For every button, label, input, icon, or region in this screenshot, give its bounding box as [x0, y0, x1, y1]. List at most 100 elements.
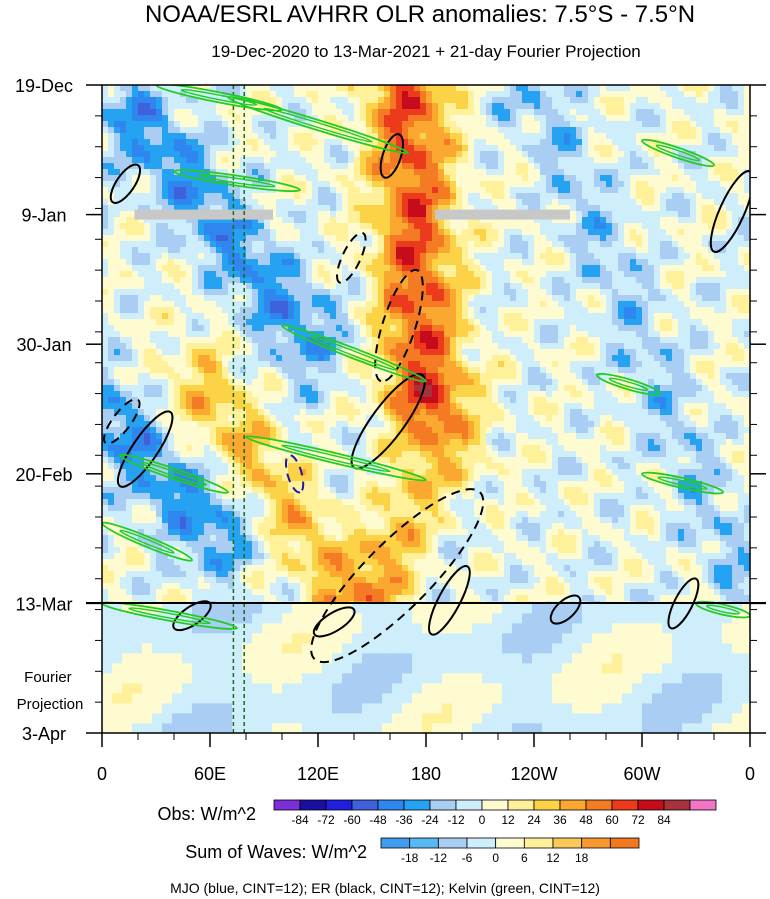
olr-cell: [384, 295, 391, 302]
olr-cell: [318, 301, 325, 308]
olr-cell: [294, 307, 301, 314]
olr-cell: [450, 325, 457, 332]
olr-cell: [204, 241, 211, 248]
olr-cell: [396, 253, 403, 260]
olr-cell: [132, 187, 139, 194]
olr-cell: [486, 97, 493, 104]
olr-cell: [198, 325, 205, 332]
olr-cell: [510, 223, 517, 230]
olr-cell: [702, 229, 709, 236]
olr-cell: [366, 103, 373, 110]
olr-cell: [576, 307, 583, 314]
olr-cell: [666, 85, 673, 92]
olr-cell: [102, 235, 109, 242]
olr-cell: [324, 145, 331, 152]
olr-cell: [666, 319, 673, 326]
olr-cell: [228, 277, 235, 284]
olr-cell: [336, 331, 343, 338]
olr-cell: [276, 325, 283, 332]
olr-cell: [144, 235, 151, 242]
olr-cell: [582, 325, 589, 332]
olr-cell: [666, 283, 673, 290]
olr-cell: [498, 133, 505, 140]
olr-cell: [168, 115, 175, 122]
olr-cell: [174, 199, 181, 206]
olr-cell: [600, 121, 607, 128]
olr-cell: [690, 85, 697, 92]
olr-cell: [168, 313, 175, 320]
olr-cell: [354, 187, 361, 194]
olr-cell: [228, 235, 235, 242]
olr-cell: [474, 313, 481, 320]
olr-cell: [240, 121, 247, 128]
olr-cell: [606, 127, 613, 134]
olr-cell: [108, 313, 115, 320]
olr-cell: [156, 349, 163, 356]
olr-cell: [660, 319, 667, 326]
olr-cell: [444, 193, 451, 200]
olr-cell: [510, 289, 517, 296]
olr-cell: [696, 199, 703, 206]
olr-cell: [204, 109, 211, 116]
olr-cell: [432, 175, 439, 182]
olr-cell: [672, 157, 679, 164]
olr-cell: [744, 163, 750, 170]
olr-cell: [588, 319, 595, 326]
olr-cell: [570, 223, 577, 230]
olr-cell: [606, 199, 613, 206]
olr-cell: [714, 199, 721, 206]
olr-cell: [102, 91, 109, 98]
olr-cell: [126, 337, 133, 344]
olr-cell: [540, 169, 547, 176]
olr-cell: [102, 145, 109, 152]
olr-cell: [174, 139, 181, 146]
olr-cell: [666, 313, 673, 320]
olr-cell: [234, 223, 241, 230]
olr-cell: [540, 355, 547, 362]
olr-cell: [702, 283, 709, 290]
olr-cell: [102, 271, 109, 278]
olr-cell: [144, 97, 151, 104]
olr-cell: [264, 91, 271, 98]
olr-cell: [300, 295, 307, 302]
olr-cell: [108, 361, 115, 368]
olr-cell: [498, 295, 505, 302]
olr-cell: [426, 133, 433, 140]
olr-cell: [420, 163, 427, 170]
olr-cell: [684, 211, 691, 218]
olr-cell: [438, 241, 445, 248]
olr-cell: [312, 103, 319, 110]
olr-cell: [552, 343, 559, 350]
olr-cell: [576, 199, 583, 206]
olr-cell: [666, 307, 673, 314]
olr-cell: [234, 115, 241, 122]
olr-cell: [630, 217, 637, 224]
olr-cell: [252, 343, 259, 350]
olr-cell: [594, 157, 601, 164]
olr-cell: [636, 199, 643, 206]
olr-cell: [612, 181, 619, 188]
olr-cell: [108, 343, 115, 350]
olr-cell: [186, 109, 193, 116]
olr-cell: [186, 307, 193, 314]
olr-cell: [222, 241, 229, 248]
olr-cell: [588, 193, 595, 200]
olr-cell: [216, 223, 223, 230]
olr-cell: [672, 313, 679, 320]
olr-cell: [336, 85, 343, 92]
olr-cell: [654, 223, 661, 230]
olr-cell: [714, 235, 721, 242]
olr-cell: [162, 343, 169, 350]
olr-cell: [612, 145, 619, 152]
olr-cell: [552, 151, 559, 158]
olr-cell: [486, 217, 493, 224]
olr-cell: [474, 133, 481, 140]
olr-cell: [276, 211, 283, 218]
olr-cell: [726, 295, 733, 302]
olr-cell: [336, 283, 343, 290]
olr-cell: [168, 253, 175, 260]
olr-cell: [600, 331, 607, 338]
olr-cell: [570, 187, 577, 194]
olr-cell: [294, 169, 301, 176]
olr-cell: [678, 85, 685, 92]
